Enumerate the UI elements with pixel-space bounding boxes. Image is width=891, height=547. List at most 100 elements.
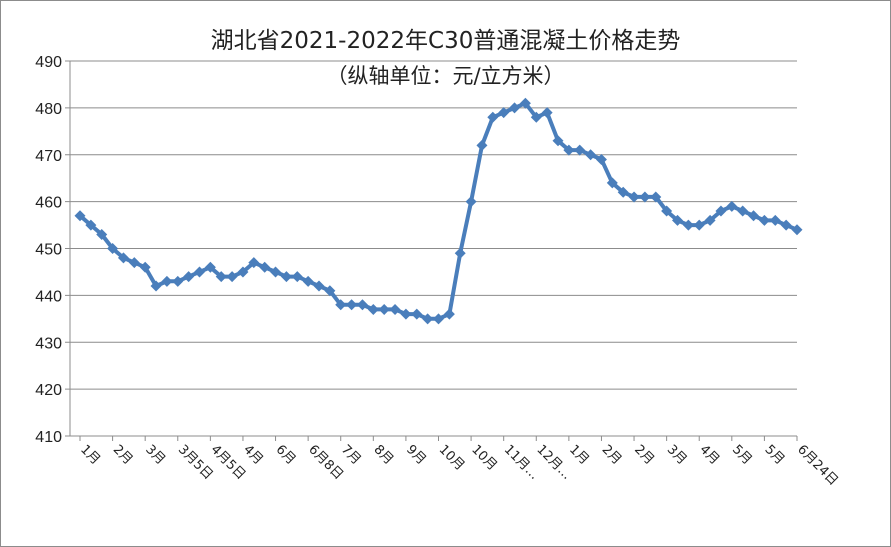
gridlines [70, 60, 797, 390]
data-point-marker [519, 97, 531, 109]
data-point-marker [313, 280, 325, 292]
x-tick-label: 2月 [110, 442, 136, 468]
data-point-marker [748, 210, 760, 222]
data-point-marker [302, 275, 314, 287]
data-point-marker [356, 299, 368, 311]
data-point-marker [639, 191, 651, 203]
chart-subtitle: （纵轴单位：元/立方米） [326, 64, 565, 88]
x-tick-label: 6月8日 [305, 442, 346, 483]
data-point-marker [237, 266, 249, 278]
data-point-marker [172, 275, 184, 287]
data-point-marker [335, 299, 347, 311]
axes [65, 60, 798, 441]
y-tick-label: 410 [35, 429, 62, 446]
x-tick-label: 4月 [240, 442, 266, 468]
data-point-marker [226, 271, 238, 283]
x-tick-label: 6月 [273, 442, 299, 468]
x-tick-label: 3月 [664, 442, 690, 468]
data-point-marker [574, 144, 586, 156]
y-tick-label: 480 [35, 101, 62, 118]
data-point-marker [161, 275, 173, 287]
data-point-marker [107, 243, 119, 254]
data-point-marker [139, 261, 151, 273]
data-point-marker [606, 177, 618, 189]
x-tick-label: 10月 [468, 442, 499, 473]
data-point-marker [248, 257, 260, 269]
y-tick-label: 420 [35, 382, 62, 399]
data-point-marker [270, 266, 282, 278]
data-point-marker [443, 308, 455, 320]
data-point-marker [476, 139, 488, 151]
x-tick-label: 4月5日 [208, 442, 249, 483]
data-point-marker [400, 308, 412, 320]
data-point-marker [183, 271, 195, 283]
x-tick-label: 8月 [370, 442, 396, 468]
data-point-marker [128, 257, 140, 269]
data-point-marker [661, 205, 673, 217]
x-tick-label: 5月 [762, 442, 788, 468]
data-point-marker [541, 107, 553, 119]
data-point-marker [758, 214, 770, 226]
data-point-marker [650, 191, 662, 203]
x-tick-label: 5月 [729, 442, 755, 468]
data-point-marker [791, 224, 803, 236]
chart-title: 湖北省2021-2022年C30普通混凝土价格走势 [210, 28, 681, 54]
data-point-marker [378, 303, 390, 315]
x-tick-label: 1月 [566, 442, 592, 468]
data-point-marker [530, 111, 542, 123]
y-tick-label: 490 [35, 54, 62, 71]
data-point-marker [204, 261, 216, 273]
data-point-marker [769, 214, 781, 226]
x-tick-label: 9月 [403, 442, 429, 468]
data-point-marker [215, 271, 227, 283]
data-point-marker [454, 247, 466, 259]
data-point-marker [117, 252, 129, 264]
data-point-marker [96, 228, 108, 240]
data-point-marker [498, 107, 510, 119]
data-point-marker [552, 135, 564, 147]
data-point-marker [259, 261, 271, 273]
x-tick-label: 11月… [501, 442, 542, 483]
x-tick-label: 3月 [142, 442, 168, 468]
x-tick-label: 7月 [338, 442, 364, 468]
y-tick-label: 450 [35, 242, 62, 259]
y-tick-label: 430 [35, 335, 62, 352]
data-point-marker [367, 303, 379, 315]
data-point-marker [693, 219, 705, 231]
data-point-marker [291, 271, 303, 283]
data-point-marker [595, 153, 607, 165]
data-point-marker [726, 200, 738, 212]
data-point-marker [617, 186, 629, 198]
data-point-marker [672, 214, 683, 226]
data-point-marker [682, 219, 694, 231]
x-tick-label: 6月24日 [794, 442, 841, 489]
data-point-marker [194, 266, 205, 278]
x-tick-label: 2月 [599, 442, 625, 468]
data-point-marker [389, 303, 401, 315]
x-tick-label: 3月5日 [175, 442, 216, 483]
data-point-marker [346, 299, 358, 311]
x-tick-label: 4月 [696, 442, 722, 468]
data-point-marker [780, 219, 792, 231]
y-axis-ticks: 410 420 430 440 450 460 470 480 490 [35, 54, 62, 446]
data-point-marker [150, 280, 162, 292]
data-point-marker [563, 144, 575, 156]
data-point-marker [433, 313, 444, 325]
price-series [74, 97, 803, 325]
data-point-marker [74, 210, 86, 222]
y-tick-label: 470 [35, 148, 62, 165]
data-point-marker [422, 313, 434, 325]
data-point-marker [411, 308, 423, 320]
data-point-marker [628, 191, 640, 203]
data-point-marker [280, 271, 292, 283]
x-tick-label: 2月 [631, 442, 657, 468]
data-point-marker [585, 149, 597, 161]
x-tick-label: 10月 [436, 442, 467, 473]
data-point-marker [715, 205, 727, 217]
data-point-marker [737, 205, 749, 217]
series-line [78, 101, 798, 321]
data-point-marker [324, 285, 336, 297]
data-point-marker [509, 102, 521, 114]
